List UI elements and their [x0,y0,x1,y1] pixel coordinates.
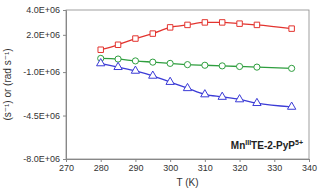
marker [185,22,190,27]
y-tick: -8.0E+06 [23,154,66,164]
x-tick: 290 [128,159,143,173]
marker [133,36,138,41]
x-tick: 270 [59,159,74,173]
x-axis-line [67,160,310,163]
x-tick-mark [309,159,310,162]
y-axis-title: (s⁻¹) or (rad s⁻¹) [2,48,13,120]
x-tick-mark [101,159,102,162]
marker [202,20,207,25]
x-tick-label: 330 [267,163,282,173]
marker [235,95,243,102]
x-tick-label: 290 [128,163,143,173]
marker [237,21,242,26]
x-tick-label: 340 [302,163,317,173]
x-tick: 330 [267,159,282,173]
marker [167,25,172,30]
marker [287,102,295,109]
marker [236,63,242,69]
x-tick-label: 320 [233,163,248,173]
marker [202,62,208,68]
marker [184,62,190,68]
y-tick-label: 2.0E+06 [26,30,60,40]
chart: 270 280 290 300 310 320 330 340 -8.0E+06 -4.5E+06… [0,0,321,189]
x-tick-mark [135,159,136,162]
marker [149,71,157,78]
y-tick-mark [63,72,66,73]
marker [97,59,105,66]
marker [219,63,225,69]
x-tick-label: 300 [163,163,178,173]
marker [253,98,261,105]
annotation: MnIIITE-2-PyP5+ [231,139,303,151]
y-tick-mark [63,116,66,117]
x-tick-label: 270 [59,163,74,173]
series-line [101,22,292,49]
x-tick-label: 280 [94,163,109,173]
marker [289,26,294,31]
x-tick-mark [274,159,275,162]
marker [254,22,259,27]
x-tick-label: 310 [198,163,213,173]
x-tick-mark [240,159,241,162]
series-line [101,63,292,106]
marker [114,62,122,69]
x-axis: 270 280 290 300 310 320 330 340 [59,159,317,173]
marker [98,47,103,52]
x-tick-mark [205,159,206,162]
marker [150,59,156,65]
marker [219,20,224,25]
y-tick-mark [63,35,66,36]
y-tick: 2.0E+06 [26,30,66,40]
marker [254,64,260,70]
marker [167,60,173,66]
marker [115,56,121,62]
y-tick-mark [63,10,66,11]
plot-area [97,20,296,110]
plot-frame [66,10,309,159]
x-tick: 280 [94,159,109,173]
marker [131,66,139,73]
x-axis-title: T (K) [176,177,198,188]
y-tick-mark [63,159,66,160]
marker [218,92,226,99]
marker [183,83,191,90]
x-tick: 310 [198,159,213,173]
y-tick-label: -8.0E+06 [23,154,60,164]
y-tick-label: -1.0E+06 [23,67,60,77]
x-tick: 300 [163,159,178,173]
y-tick-label: -4.5E+06 [23,111,60,121]
marker [166,77,174,84]
y-axis-line [63,11,67,160]
y-tick-label: 4.0E+06 [26,5,60,15]
marker [150,31,155,36]
series-line [101,58,292,68]
marker [201,90,209,97]
annotation-part: TE-2-PyP [251,140,295,151]
x-tick-mark [170,159,171,162]
y-tick: -1.0E+06 [23,67,66,77]
y-axis: -8.0E+06 -4.5E+06 -1.0E+06 2.0E+06 4.0E+06 [23,5,66,164]
marker [289,65,295,71]
x-tick: 320 [233,159,248,173]
marker [132,58,138,64]
annotation-part: 5+ [295,139,303,146]
x-tick: 340 [302,159,317,173]
y-tick: -4.5E+06 [23,111,66,121]
y-tick: 4.0E+06 [26,5,66,15]
annotation-part: Mn [231,140,245,151]
marker [115,42,120,47]
